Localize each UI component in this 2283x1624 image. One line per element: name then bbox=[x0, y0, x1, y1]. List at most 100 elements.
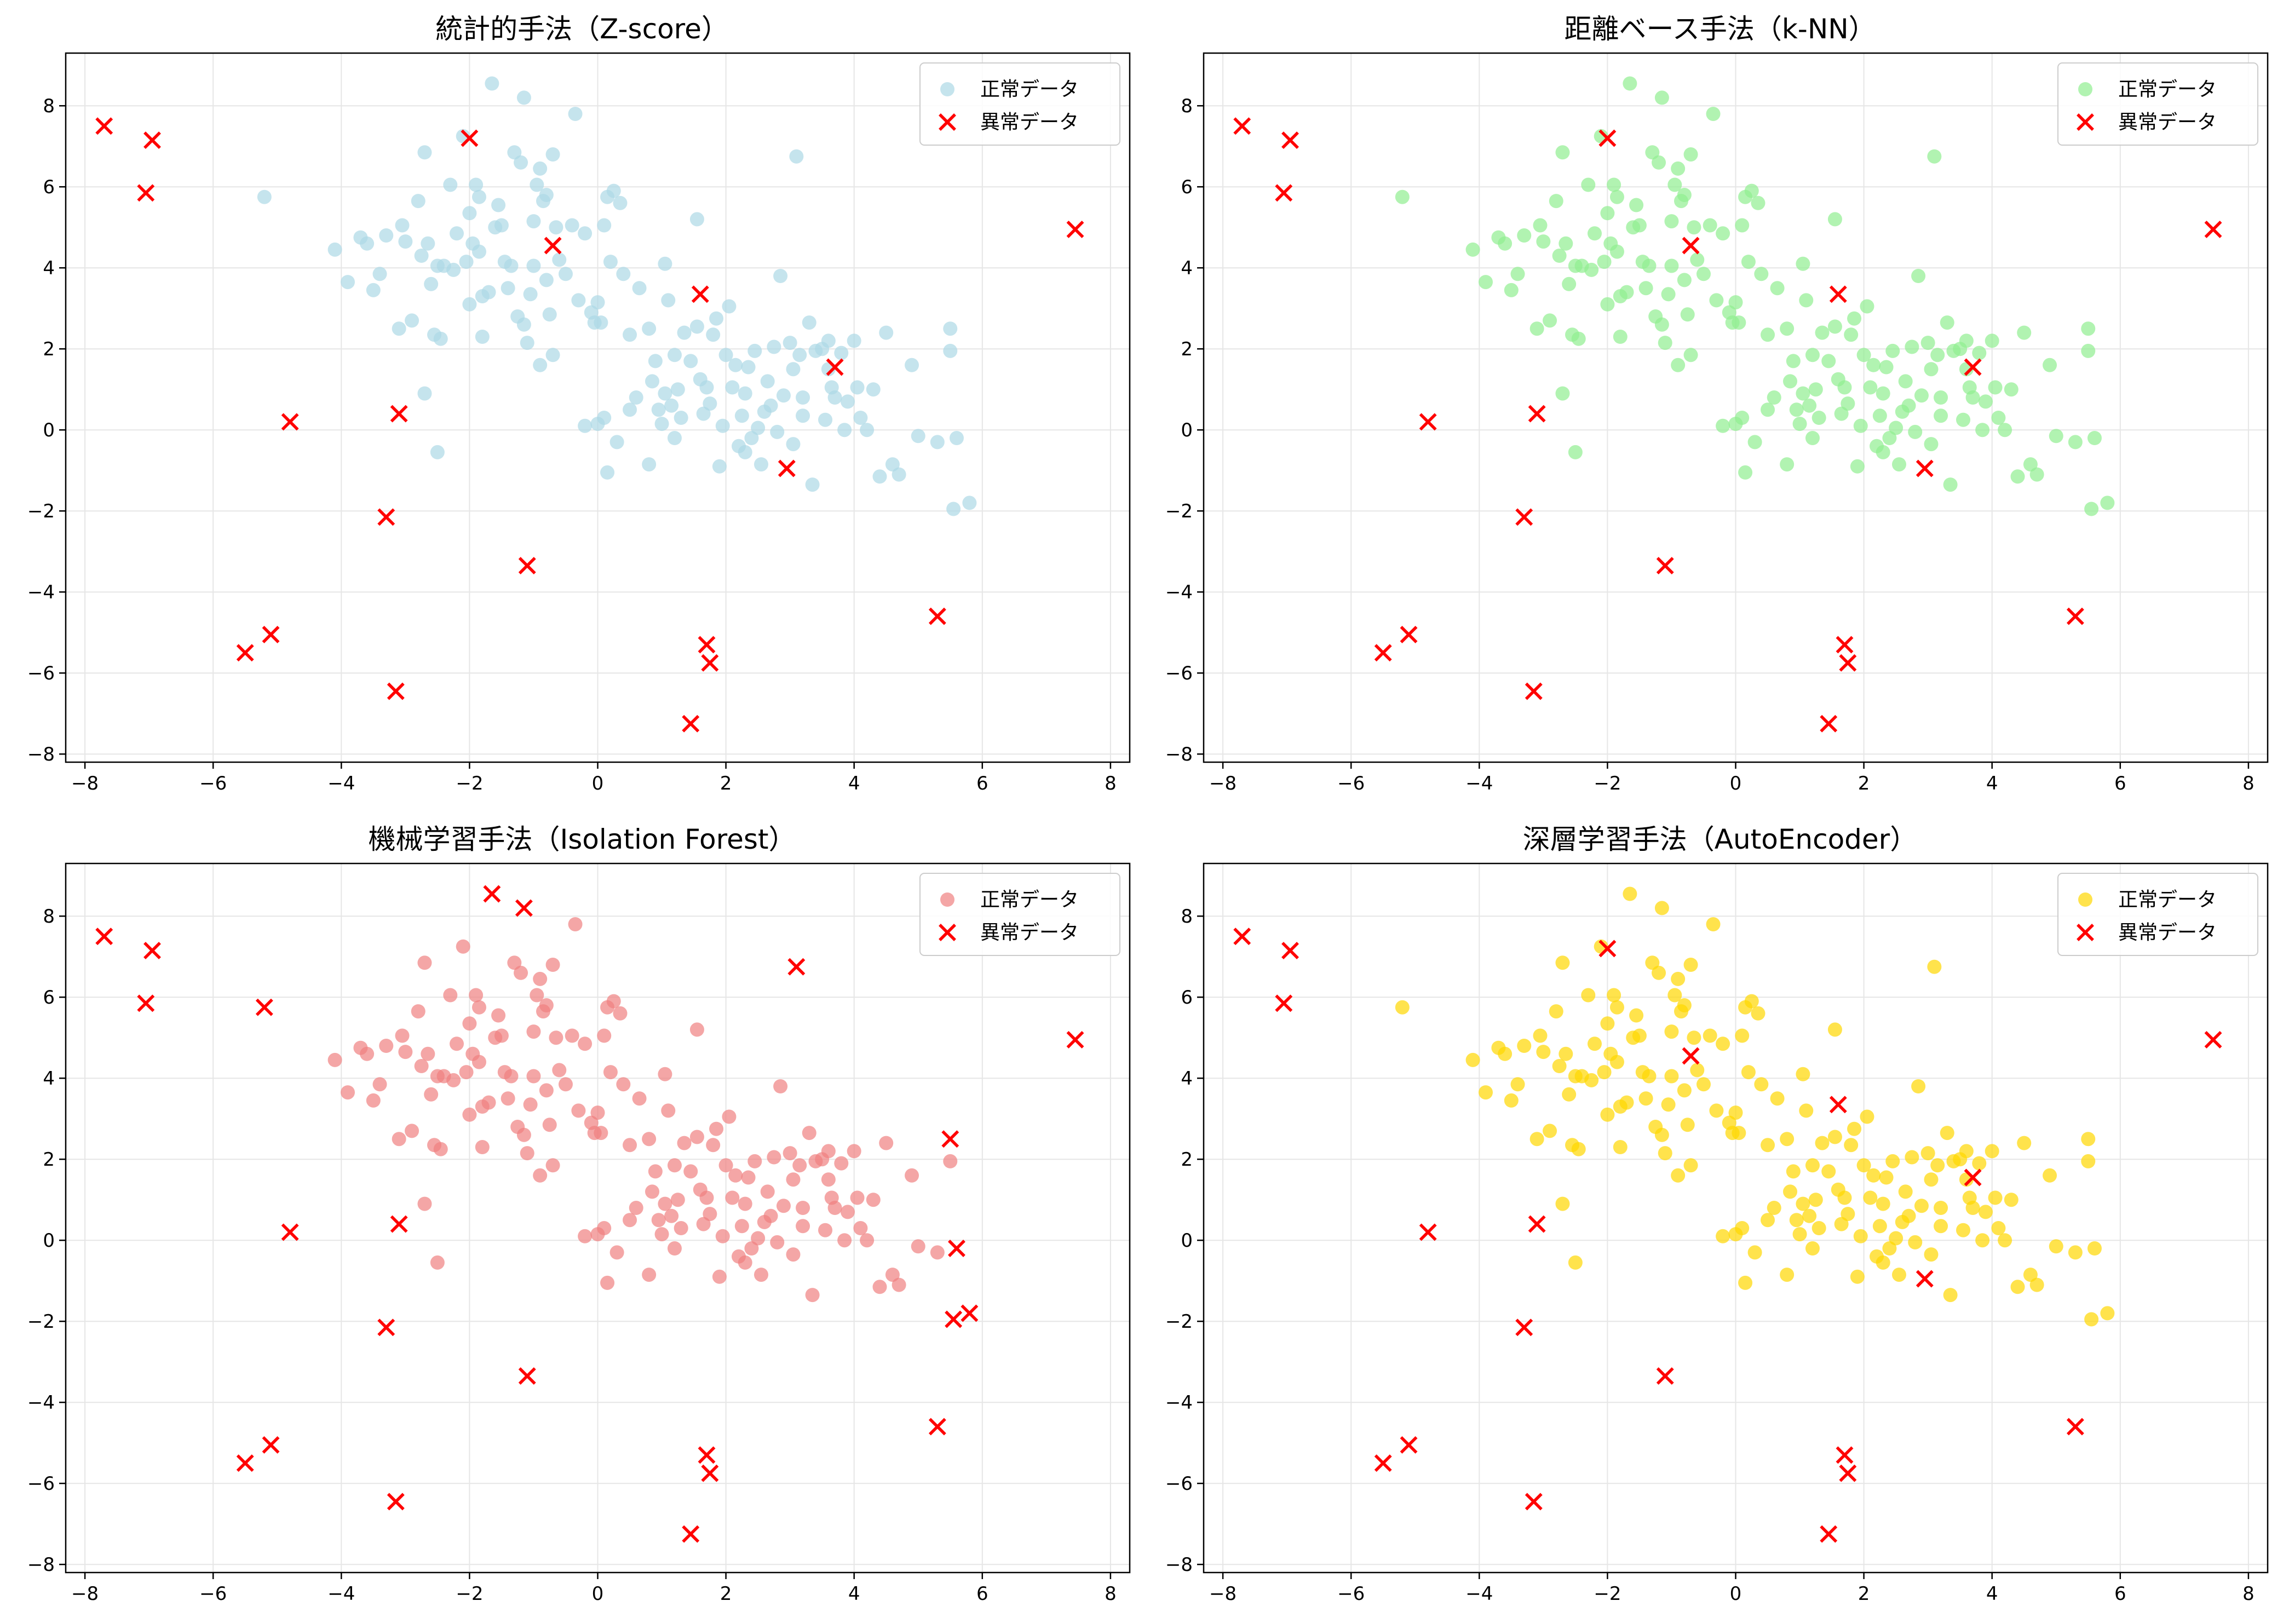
normal-point bbox=[1879, 1170, 1894, 1185]
x-tick-label: −8 bbox=[1209, 1583, 1237, 1605]
normal-point bbox=[905, 1168, 919, 1183]
normal-point bbox=[658, 386, 672, 401]
normal-point bbox=[683, 354, 698, 368]
x-tick-label: 8 bbox=[1105, 773, 1117, 794]
normal-point bbox=[1943, 477, 1958, 492]
normal-point bbox=[421, 236, 435, 251]
normal-point bbox=[677, 1136, 692, 1150]
normal-point bbox=[821, 1144, 836, 1159]
normal-point bbox=[1972, 1156, 1987, 1171]
normal-point bbox=[1703, 1028, 1717, 1043]
normal-point bbox=[405, 313, 419, 328]
anomaly-point bbox=[544, 237, 562, 255]
normal-point bbox=[1584, 262, 1599, 277]
y-tick-label: −8 bbox=[1165, 744, 1193, 765]
anomaly-point bbox=[1233, 928, 1251, 946]
normal-point bbox=[1965, 1201, 1980, 1215]
legend-anomaly-marker bbox=[2077, 924, 2094, 941]
normal-point bbox=[1741, 255, 1756, 269]
normal-point bbox=[789, 149, 804, 164]
normal-point bbox=[2049, 1239, 2063, 1254]
normal-point bbox=[722, 1109, 737, 1124]
normal-point bbox=[578, 418, 593, 433]
x-tick-label: −4 bbox=[327, 1583, 355, 1605]
normal-point bbox=[706, 327, 721, 342]
anomaly-point bbox=[461, 129, 479, 147]
normal-point bbox=[1613, 330, 1628, 344]
y-tick-label: −2 bbox=[1165, 1311, 1193, 1333]
normal-point bbox=[1850, 459, 1865, 474]
anomaly-point bbox=[390, 1215, 408, 1233]
normal-point bbox=[1597, 255, 1612, 269]
normal-point bbox=[1815, 325, 1830, 340]
normal-point bbox=[1587, 226, 1602, 241]
normal-point bbox=[645, 1184, 659, 1199]
normal-point bbox=[549, 1030, 563, 1045]
y-tick-label: 2 bbox=[43, 1149, 55, 1171]
normal-point bbox=[411, 194, 425, 209]
normal-point bbox=[1847, 311, 1862, 326]
normal-point bbox=[879, 325, 894, 340]
normal-point bbox=[2017, 1136, 2032, 1150]
normal-point bbox=[545, 958, 560, 972]
normal-point bbox=[1975, 423, 1990, 437]
anomaly-point bbox=[1964, 1168, 1982, 1187]
normal-point bbox=[1837, 1190, 1852, 1205]
x-tick-label: 6 bbox=[2114, 773, 2126, 794]
normal-point bbox=[1802, 1208, 1817, 1223]
normal-point bbox=[786, 1172, 801, 1187]
normal-point bbox=[594, 1126, 608, 1141]
normal-point bbox=[1517, 1039, 1532, 1053]
x-tick-label: 2 bbox=[720, 773, 732, 794]
ticks: −8 −6 −4 −2 0 2 4 6 8 −8 −6 −4 −2 0 2 4 6 8 bbox=[1165, 906, 2255, 1605]
normal-point bbox=[623, 327, 637, 342]
normal-point bbox=[1792, 417, 1807, 431]
normal-point bbox=[667, 348, 682, 362]
normal-point bbox=[1985, 1144, 1999, 1159]
normal-point bbox=[1872, 1219, 1887, 1234]
normal-point bbox=[651, 402, 666, 417]
normal-point bbox=[600, 465, 615, 480]
normal-point bbox=[850, 380, 865, 395]
y-tick-label: 0 bbox=[43, 419, 55, 441]
normal-point bbox=[597, 1028, 612, 1043]
normal-point bbox=[654, 1227, 669, 1242]
normal-point bbox=[571, 293, 586, 308]
anomaly-point bbox=[515, 899, 533, 917]
normal-point bbox=[642, 1132, 657, 1147]
anomaly-point bbox=[928, 607, 946, 625]
normal-point bbox=[949, 431, 964, 445]
normal-point bbox=[2029, 1277, 2044, 1292]
normal-point bbox=[699, 1190, 714, 1205]
normal-point bbox=[1597, 1065, 1612, 1080]
normal-point bbox=[2081, 1154, 2096, 1168]
normal-point bbox=[840, 1205, 855, 1219]
normal-point bbox=[1562, 1087, 1577, 1102]
normal-point bbox=[1898, 374, 1913, 389]
normal-point bbox=[430, 1255, 445, 1270]
normal-point bbox=[545, 1158, 560, 1173]
anomaly-point bbox=[1275, 184, 1293, 202]
normal-point bbox=[1844, 1138, 1859, 1153]
normal-point bbox=[802, 1126, 816, 1141]
normal-point bbox=[689, 212, 704, 227]
normal-point bbox=[395, 218, 410, 233]
normal-point bbox=[1988, 1190, 2003, 1205]
normal-point bbox=[1940, 315, 1954, 330]
normal-point bbox=[1796, 1196, 1810, 1211]
normal-point bbox=[770, 1235, 785, 1249]
normal-point bbox=[507, 955, 522, 970]
normal-point bbox=[417, 955, 432, 970]
anomaly-point bbox=[1275, 994, 1293, 1012]
normal-point bbox=[491, 1008, 506, 1023]
normal-point bbox=[773, 1079, 788, 1093]
normal-point bbox=[1552, 1059, 1567, 1073]
normal-point bbox=[475, 1140, 490, 1154]
normal-point bbox=[709, 311, 724, 326]
normal-point bbox=[606, 994, 621, 1009]
normal-point bbox=[642, 457, 657, 472]
normal-point bbox=[1780, 321, 1795, 336]
normal-point bbox=[1667, 988, 1682, 1003]
normal-point bbox=[1642, 1069, 1657, 1084]
